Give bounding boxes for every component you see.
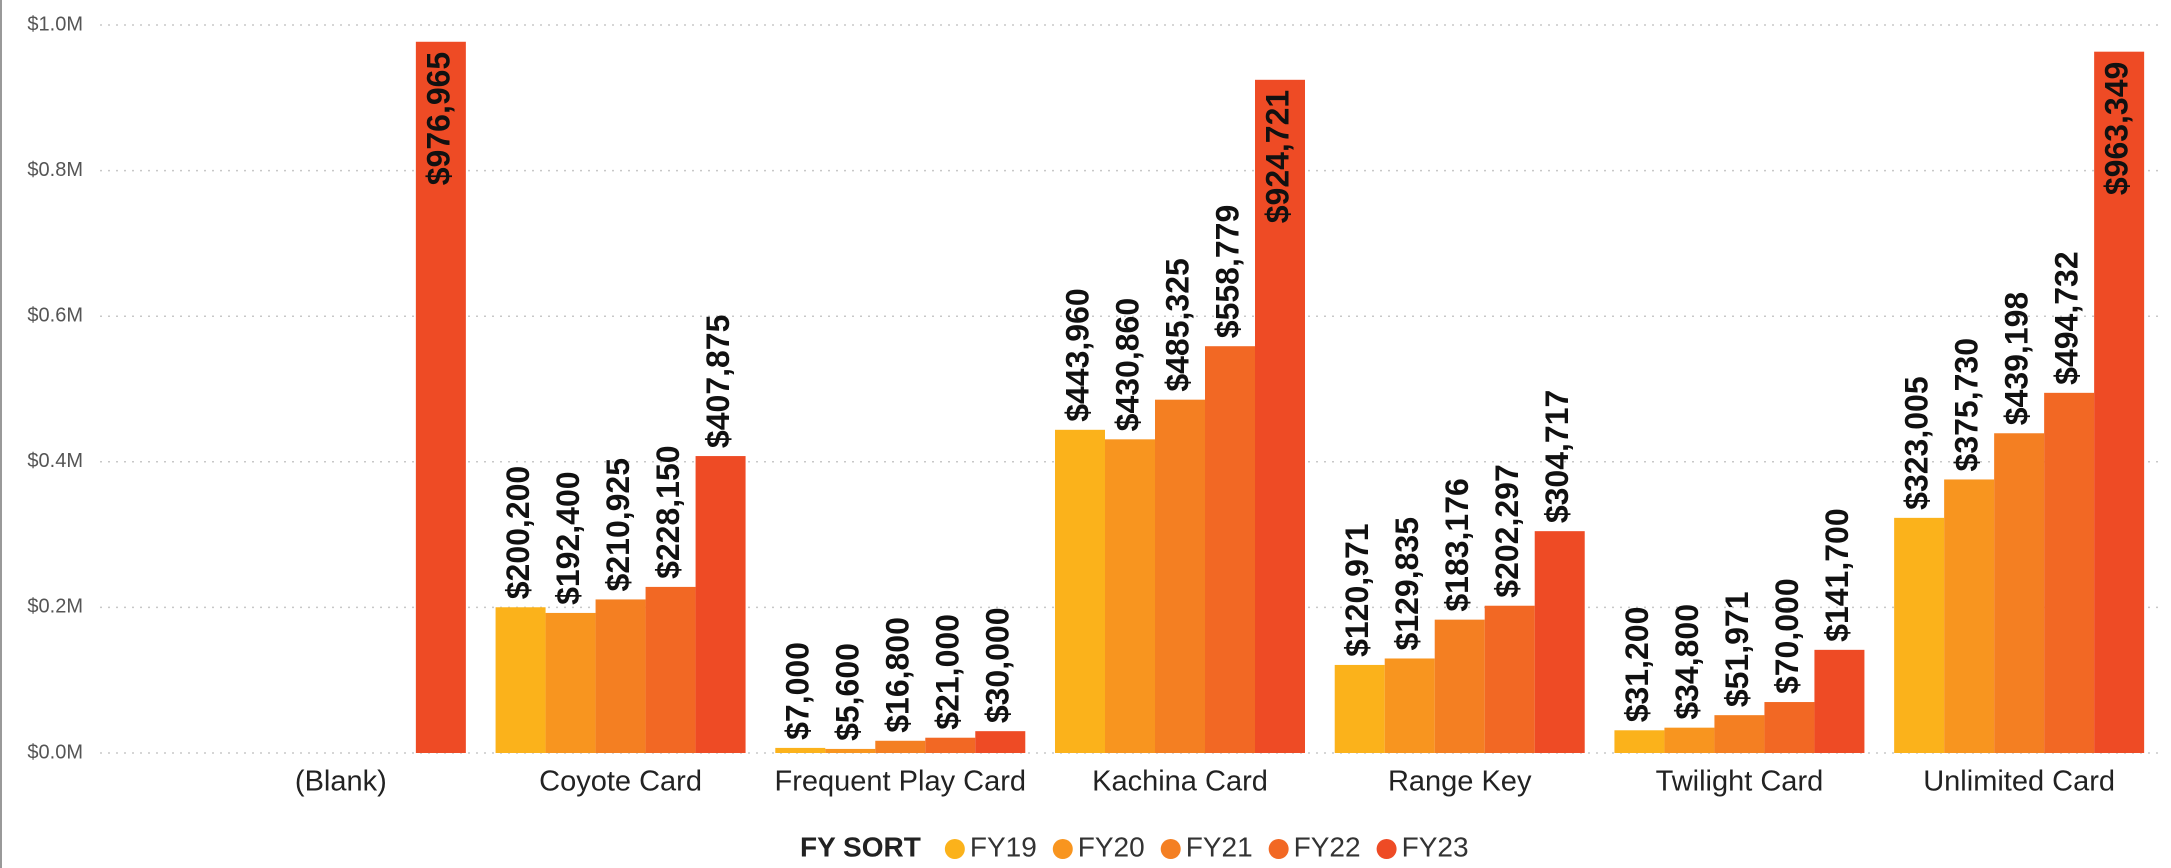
bar xyxy=(1534,531,1585,753)
bar xyxy=(1994,433,2045,753)
y-tick-label: $0.8M xyxy=(27,159,83,181)
data-label: $5,600 xyxy=(830,643,866,741)
bar xyxy=(1155,399,1205,753)
data-label: $202,297 xyxy=(1489,464,1525,597)
bar xyxy=(1105,439,1155,753)
data-label: $192,400 xyxy=(550,471,586,604)
legend: FY SORT FY19 FY20 FY21 FY22 FY23 xyxy=(800,831,1469,862)
x-tick-label: Range Key xyxy=(1388,766,1532,798)
legend-swatch xyxy=(1052,839,1073,859)
bar xyxy=(1334,664,1385,753)
data-label: $494,732 xyxy=(2049,251,2085,384)
data-label: $558,779 xyxy=(1209,205,1245,338)
data-label: $304,717 xyxy=(1539,390,1575,523)
bar xyxy=(695,456,746,753)
data-label: $323,005 xyxy=(1899,376,1935,509)
bar xyxy=(1894,517,1945,753)
data-label: $70,000 xyxy=(1769,578,1805,694)
data-label: $485,325 xyxy=(1159,258,1195,391)
x-tick-label: Twilight Card xyxy=(1656,766,1824,798)
data-label: $407,875 xyxy=(700,315,736,448)
legend-swatch xyxy=(1160,839,1181,859)
bar xyxy=(1205,346,1255,753)
x-tick-label: Frequent Play Card xyxy=(775,766,1026,798)
data-label: $51,971 xyxy=(1719,591,1755,707)
x-tick-label: Unlimited Card xyxy=(1923,766,2115,798)
data-label: $210,925 xyxy=(600,458,636,591)
data-label: $129,835 xyxy=(1389,517,1425,650)
y-tick-label: $0.0M xyxy=(27,741,83,763)
legend-label: FY20 xyxy=(1078,831,1145,862)
legend-swatch xyxy=(944,839,965,859)
data-label: $228,150 xyxy=(650,445,686,578)
bar xyxy=(875,740,926,753)
bar xyxy=(595,599,646,753)
x-tick-label: Kachina Card xyxy=(1092,766,1268,798)
bar xyxy=(1664,727,1715,753)
data-label: $7,000 xyxy=(780,642,816,740)
bar xyxy=(1484,605,1535,753)
data-label: $430,860 xyxy=(1109,298,1145,431)
bar xyxy=(775,747,826,753)
data-label: $200,200 xyxy=(500,466,536,599)
data-label: $120,971 xyxy=(1339,523,1375,656)
y-tick-label: $0.4M xyxy=(27,450,83,472)
y-tick-label: $0.6M xyxy=(27,304,83,326)
bar xyxy=(415,41,466,754)
data-label: $34,800 xyxy=(1669,604,1705,720)
x-tick-label: (Blank) xyxy=(295,766,387,798)
bar xyxy=(1714,715,1765,753)
data-label: $141,700 xyxy=(1819,508,1855,641)
legend-swatch xyxy=(1376,839,1397,859)
bar xyxy=(2094,51,2145,753)
bar xyxy=(1944,479,1995,753)
bar xyxy=(1764,702,1815,753)
bar xyxy=(825,748,876,753)
bar xyxy=(1434,619,1485,753)
bar xyxy=(1814,649,1865,753)
bar xyxy=(1055,429,1105,753)
y-tick-label: $0.2M xyxy=(27,596,83,618)
data-label: $31,200 xyxy=(1619,607,1655,723)
data-label: $963,349 xyxy=(2099,62,2135,195)
data-label: $439,198 xyxy=(1999,292,2035,425)
bar xyxy=(975,731,1026,753)
bar xyxy=(545,612,596,753)
data-label: $30,000 xyxy=(980,607,1016,723)
bar xyxy=(495,607,546,753)
data-label: $976,965 xyxy=(420,52,456,185)
data-label: $183,176 xyxy=(1439,478,1475,611)
data-label: $924,721 xyxy=(1259,90,1295,223)
legend-label: FY19 xyxy=(970,831,1037,862)
legend-label: FY22 xyxy=(1294,831,1361,862)
legend-swatch xyxy=(1268,839,1289,859)
data-label: $16,800 xyxy=(880,617,916,733)
legend-title: FY SORT xyxy=(800,831,921,862)
bar xyxy=(925,737,976,753)
legend-label: FY21 xyxy=(1186,831,1253,862)
data-label: $21,000 xyxy=(930,614,966,730)
bar xyxy=(1255,79,1305,754)
x-tick-label: Coyote Card xyxy=(539,766,702,798)
data-label: $443,960 xyxy=(1059,288,1095,421)
bar xyxy=(645,586,696,753)
y-tick-label: $1.0M xyxy=(27,13,83,35)
legend-label: FY23 xyxy=(1402,831,1469,862)
bar xyxy=(1614,730,1665,753)
bar xyxy=(2044,392,2095,753)
bar xyxy=(1384,658,1435,753)
data-label: $375,730 xyxy=(1949,338,1985,471)
